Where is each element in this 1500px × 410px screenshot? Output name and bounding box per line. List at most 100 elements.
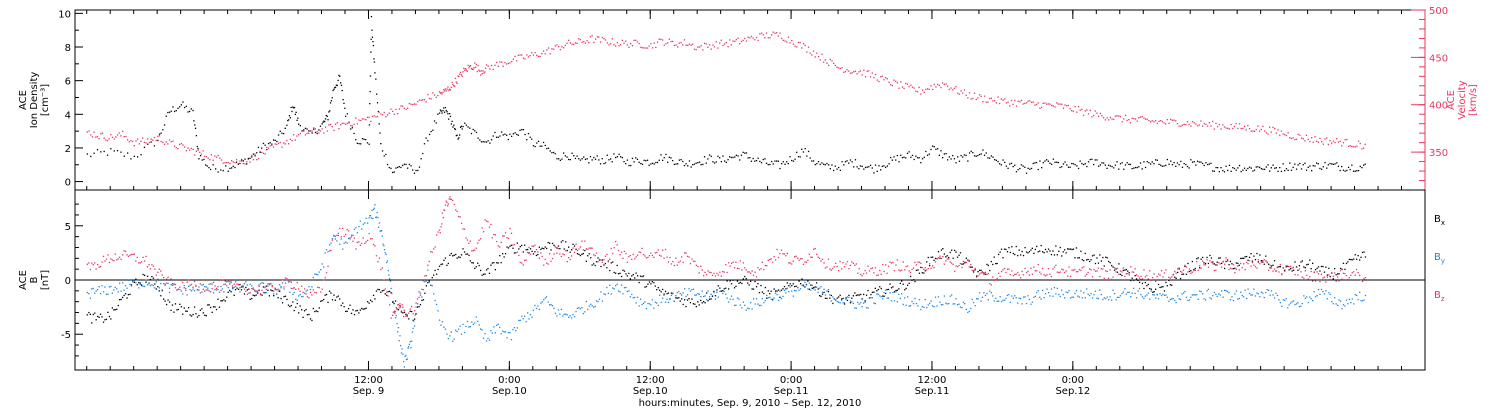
bz-series-point [877,274,879,276]
bz-series-point [1179,270,1182,273]
by-series-point [246,284,248,286]
bx-series-point [1094,262,1097,265]
ion-density-series-point [1232,167,1234,169]
bx-series-point [681,298,683,300]
ion-density-series-point [633,161,635,163]
velocity-series-point [189,149,191,151]
bz-series-point [565,250,567,252]
velocity-series-point [1153,121,1155,123]
ion-density-series-point [1267,164,1269,166]
bz-series-point [428,260,430,263]
bx-series-point [409,310,411,312]
bx-series-point [468,254,470,256]
bz-series-point [201,291,203,293]
velocity-series-point [256,159,258,161]
ion-density-series-point [290,106,292,109]
bz-series-point [232,285,234,287]
bz-series-point [352,240,354,242]
velocity-series-point [851,72,853,74]
velocity-series-point [985,101,987,103]
velocity-series-point [710,48,712,50]
velocity-series-point [667,42,669,44]
bz-series-point [1131,271,1133,273]
by-series-point [549,304,551,306]
bx-series-point [281,302,284,304]
bz-series-point [667,261,670,263]
bz-series-point [1109,269,1111,271]
by-series-point [544,297,546,299]
bz-series-point [452,199,454,202]
velocity-series-point [1096,112,1098,114]
bz-series-point [1053,266,1056,268]
bx-series-point [1018,249,1020,251]
ion-density-series-point [247,157,249,160]
bx-series-point [193,306,196,308]
bx-series-point [907,284,909,286]
by-series-point [673,300,675,302]
bz-series-point [1270,267,1273,269]
bz-series-point [284,277,287,279]
bx-series-point [1317,266,1320,268]
velocity-series-point [1062,107,1065,109]
bz-series-point [730,262,733,264]
by-series-point [254,289,256,291]
velocity-series-point [1046,103,1048,105]
ion-density-series-point [249,157,251,159]
ion-density-series-point [326,115,328,117]
by-series-point [311,286,313,288]
bz-series-point [986,273,988,275]
by-series-point [265,291,268,294]
ion-density-series-point [655,161,657,164]
bz-series-point [1196,261,1198,263]
ion-density-series-point [1032,162,1034,165]
ion-density-series-point [685,163,687,165]
velocity-series-point [886,78,888,80]
bx-series-point [930,256,932,258]
by-series-point [1241,294,1243,297]
by-series-point [414,325,416,327]
by-series-point [907,296,909,298]
bx-series-point [1053,254,1056,256]
velocity-series-point [177,148,179,150]
velocity-series-point [477,65,479,67]
bz-series-point [1056,271,1058,273]
velocity-series-point [645,47,647,49]
ion-density-series-point [179,106,181,108]
bx-series-point [364,308,366,310]
velocity-series-point [911,86,914,88]
ion-density-series-point [288,115,291,117]
velocity-series-point [345,123,347,125]
ion-density-series-point [1009,163,1011,165]
legend-subscript: z [1441,295,1445,303]
velocity-series-point [786,41,788,43]
ion-density-series-point [1242,169,1244,171]
by-series-point [198,286,200,288]
velocity-series-point [244,163,246,165]
by-series-point [962,301,965,304]
velocity-series-point [190,147,192,150]
ion-density-series-point [680,159,682,161]
by-series-point [777,299,780,302]
bz-series-point [664,248,667,251]
ion-density-series-point [1205,162,1207,164]
by-series-point [576,307,579,309]
ion-density-series-point [698,161,701,163]
ion-density-series-point [1044,160,1046,162]
by-series-point [841,299,843,301]
ion-density-series-point [256,152,258,154]
by-series-point [1322,291,1324,293]
bx-series-point [232,287,234,289]
bx-series-point [1178,268,1180,270]
velocity-series-point [355,117,357,119]
by-series-point [1053,287,1056,289]
by-series-point [1162,293,1164,295]
by-series-point [617,290,620,292]
by-series-point [532,309,535,311]
bx-series-point [579,254,582,257]
bz-series-point [593,254,595,256]
by-series-point [251,285,253,287]
bz-series-point [798,259,800,261]
bx-series-point [378,289,381,291]
bz-series-point [1219,263,1221,265]
bz-series-point [308,297,310,299]
